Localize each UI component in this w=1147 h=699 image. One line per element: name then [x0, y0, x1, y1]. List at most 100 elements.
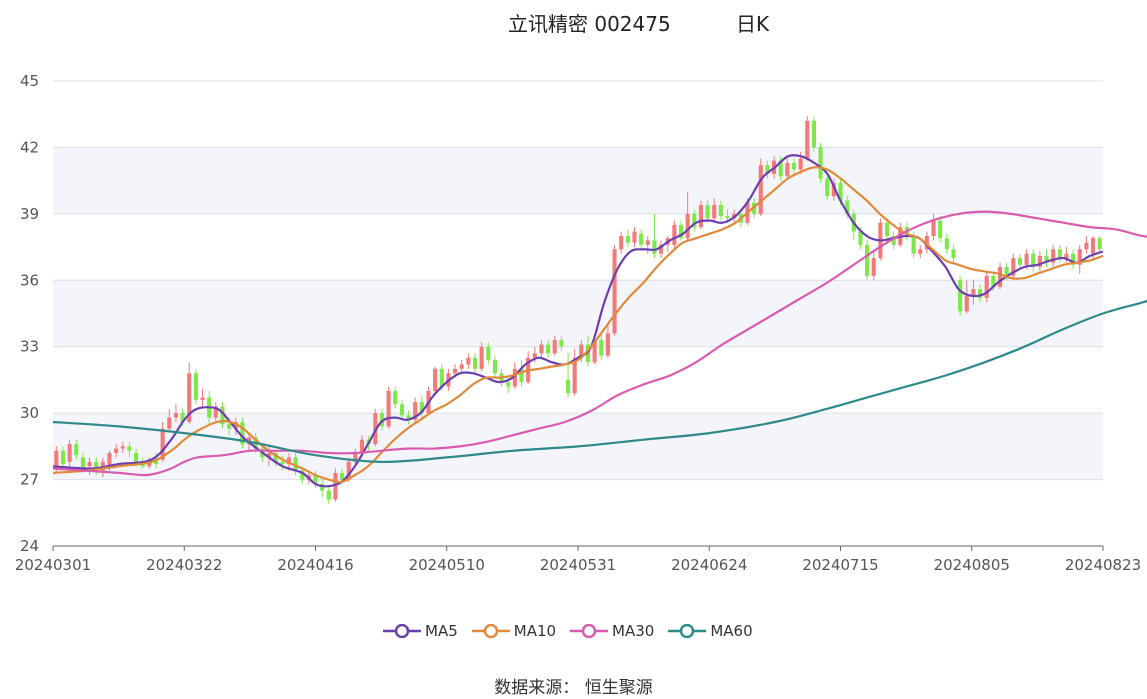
candle-body — [639, 233, 644, 245]
candle-body — [712, 205, 717, 219]
candle-body — [592, 340, 597, 363]
candle-body — [399, 404, 404, 416]
candle-body — [433, 368, 438, 391]
candle-body — [439, 368, 444, 387]
candle-body — [964, 295, 969, 312]
candle-body — [1011, 258, 1016, 276]
candle-body — [977, 289, 983, 298]
legend-item-ma5[interactable]: MA5 — [383, 622, 458, 640]
candle-body — [333, 472, 338, 500]
y-tick-label: 42 — [20, 138, 39, 156]
candle-body — [300, 470, 305, 480]
candle-body — [645, 240, 650, 245]
candle-body — [991, 275, 996, 287]
candle-body — [1097, 238, 1102, 250]
candle-body — [599, 340, 604, 356]
candle-body — [346, 461, 351, 480]
candle-body — [200, 397, 205, 400]
candle-body — [891, 236, 896, 245]
candle-body — [765, 165, 770, 174]
candle-body — [818, 147, 823, 179]
grid-band — [53, 479, 1103, 546]
candle-body — [785, 162, 790, 177]
candle-body — [134, 453, 139, 462]
candle-body — [625, 236, 630, 243]
candle-body — [280, 461, 285, 465]
candle-body — [74, 444, 79, 456]
series-line-ma60 — [52, 299, 1147, 464]
candle-body — [546, 344, 551, 354]
candle-body — [114, 448, 119, 453]
grid-band — [53, 81, 1103, 148]
candle-body — [791, 162, 797, 170]
y-tick-label: 39 — [20, 205, 39, 223]
candle-body — [838, 182, 843, 201]
candle-body — [512, 368, 517, 387]
candle-body — [54, 450, 59, 469]
candle-body — [918, 249, 923, 254]
candle-body — [193, 373, 198, 400]
candle-body — [413, 402, 418, 420]
candle-body — [320, 484, 325, 491]
candle-body — [107, 453, 112, 467]
candle-body — [652, 240, 657, 254]
legend-label: MA30 — [612, 622, 655, 640]
candle-body — [80, 457, 85, 469]
candle-body — [565, 379, 571, 394]
candle-body — [359, 439, 365, 453]
candle-body — [393, 391, 398, 405]
legend-label: MA5 — [425, 622, 458, 640]
candle-body — [871, 258, 876, 276]
candle-body — [605, 333, 610, 356]
candle-body — [220, 406, 225, 425]
legend-item-ma30[interactable]: MA30 — [570, 622, 654, 640]
candle-body — [572, 357, 577, 394]
candle-body — [180, 413, 185, 422]
y-tick-label: 33 — [20, 338, 39, 356]
y-tick-label: 36 — [20, 271, 39, 289]
candle-body — [579, 344, 584, 358]
candle-body — [1077, 249, 1082, 265]
candle-body — [659, 244, 664, 254]
candle-body — [831, 182, 836, 197]
candle-body — [266, 453, 272, 458]
candle-body — [340, 472, 345, 480]
data-source: 数据来源： 恒生聚源 — [494, 678, 653, 698]
x-tick-label: 20240805 — [934, 556, 1010, 574]
candle-body — [459, 364, 464, 369]
candle-body — [1017, 258, 1022, 265]
x-tick-label: 20240715 — [802, 556, 878, 574]
x-tick-label: 20240416 — [277, 556, 353, 574]
legend-item-ma10[interactable]: MA10 — [471, 622, 556, 640]
candle-body — [1031, 253, 1036, 267]
candle-body — [1057, 249, 1062, 259]
candle-body — [160, 428, 165, 460]
x-tick-label: 20240510 — [409, 556, 485, 574]
candle-body — [811, 120, 816, 148]
candle-body — [798, 158, 803, 170]
candle-body — [240, 422, 245, 445]
candle-body — [698, 205, 704, 228]
candle-body — [951, 249, 956, 259]
candle-body — [585, 344, 591, 363]
candle-body — [532, 353, 537, 358]
series-line-ma30 — [52, 210, 1147, 477]
period-label: 日K — [736, 12, 770, 36]
candle-body — [692, 213, 697, 228]
candle-body — [326, 490, 331, 500]
candle-body — [273, 453, 278, 462]
ma5-legend-icon — [383, 624, 421, 638]
candle-body — [725, 216, 730, 219]
candle-body — [825, 178, 830, 197]
y-tick-label: 24 — [20, 537, 39, 555]
candle-body — [293, 457, 298, 471]
candle-body — [227, 424, 232, 429]
candle-body — [865, 244, 870, 276]
grid-band — [53, 147, 1103, 214]
y-tick-label: 27 — [20, 471, 39, 489]
candle-body — [705, 205, 710, 219]
candle-body — [479, 346, 484, 369]
legend-item-ma60[interactable]: MA60 — [668, 622, 753, 640]
legend: MA5 MA10 MA30 MA60 — [383, 620, 767, 642]
candle-body — [286, 457, 291, 465]
